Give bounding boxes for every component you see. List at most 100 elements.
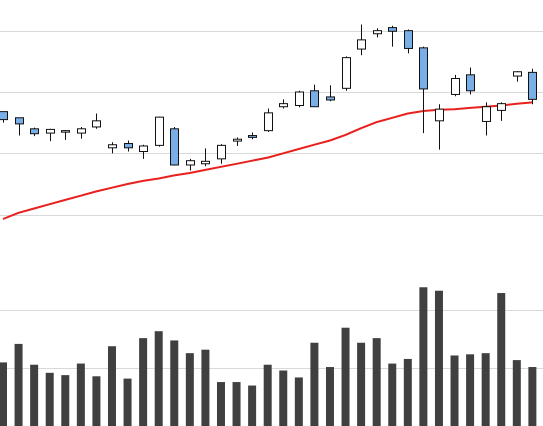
volume-bar xyxy=(185,353,194,426)
volume-bar xyxy=(76,363,85,426)
candle-body-down xyxy=(404,30,413,49)
candle xyxy=(310,84,319,108)
volume-bar xyxy=(30,364,39,426)
candle-body-down xyxy=(248,135,257,138)
volume-bar xyxy=(170,340,179,426)
candle xyxy=(124,140,133,152)
volume-bar xyxy=(310,342,319,426)
candle-body-up xyxy=(357,39,366,50)
candle xyxy=(46,128,55,142)
candle xyxy=(435,104,444,150)
candle xyxy=(233,137,242,146)
volume-bar xyxy=(107,346,116,426)
candle-body-down xyxy=(388,27,397,32)
candle-body-down xyxy=(170,128,179,166)
candle xyxy=(77,126,86,139)
candle-body-up xyxy=(46,128,55,134)
candle xyxy=(264,108,273,132)
volume-bar xyxy=(92,376,101,426)
candle xyxy=(373,28,382,38)
grid-lines xyxy=(0,31,543,369)
candle-body-up xyxy=(482,106,491,122)
candle xyxy=(279,99,288,109)
volume-bar xyxy=(481,353,490,426)
candle-body-up xyxy=(279,103,288,108)
volume-bar xyxy=(263,364,272,426)
candle-body-down xyxy=(15,117,24,125)
candle-body-down xyxy=(310,90,319,108)
candle xyxy=(482,102,491,136)
candle-body-down xyxy=(326,96,335,101)
volume-bar xyxy=(325,367,334,426)
candle xyxy=(0,111,8,123)
volume-bar xyxy=(14,343,23,426)
volume-bar xyxy=(528,367,537,426)
candle xyxy=(326,85,335,102)
candle xyxy=(357,24,366,56)
candle-body-up xyxy=(435,108,444,122)
candle xyxy=(342,56,351,91)
volume-bar xyxy=(279,370,288,426)
volume-bar xyxy=(45,372,54,426)
volume-bar xyxy=(357,342,366,426)
volume-bar xyxy=(372,338,381,426)
candle xyxy=(466,67,475,95)
volume-bar xyxy=(201,349,210,426)
candle-body-up xyxy=(77,128,86,134)
moving-average-layer xyxy=(2,101,533,220)
volume-bar xyxy=(419,287,428,426)
candle-body-up xyxy=(373,30,382,35)
candle xyxy=(61,130,70,140)
candle xyxy=(186,158,195,171)
volume-bar xyxy=(216,382,225,426)
volume-bar xyxy=(248,385,257,426)
candle-body-up xyxy=(186,160,195,166)
candle xyxy=(404,29,413,54)
candle-body-up xyxy=(201,160,210,165)
candle xyxy=(15,117,24,136)
candle xyxy=(155,116,164,147)
candle xyxy=(451,74,460,97)
candle-body-down xyxy=(528,71,537,100)
candle xyxy=(201,148,210,167)
candle xyxy=(30,127,39,137)
volume-bar xyxy=(123,378,132,426)
volume-bar xyxy=(497,293,506,426)
candle-body-down xyxy=(0,111,8,121)
candle-body-up xyxy=(217,144,226,160)
candle-body-up xyxy=(139,145,148,152)
volume-bar xyxy=(388,363,397,426)
moving-average-line xyxy=(2,101,533,220)
candle-body-down xyxy=(466,74,475,92)
candle-body-up xyxy=(61,130,70,133)
volume-panel xyxy=(0,287,537,426)
volume-bar xyxy=(434,290,443,426)
candle xyxy=(108,142,117,154)
candle-body-up xyxy=(497,103,506,111)
volume-bar xyxy=(466,354,475,426)
candle-body-up xyxy=(92,120,101,128)
candle-body-up xyxy=(513,71,522,77)
candle-body-up xyxy=(342,57,351,89)
candle-body-up xyxy=(451,78,460,95)
volume-bar xyxy=(232,382,241,426)
volume-bar xyxy=(0,362,7,426)
candle xyxy=(170,126,179,166)
price-panel xyxy=(0,24,537,171)
candle-body-down xyxy=(419,47,428,90)
candle-body-up xyxy=(264,112,273,132)
volume-bar xyxy=(154,331,163,426)
candle xyxy=(513,71,522,82)
candle xyxy=(419,46,428,134)
volume-bar xyxy=(294,377,303,426)
candle-body-down xyxy=(124,143,133,149)
candle xyxy=(139,144,148,159)
volume-bar xyxy=(341,327,350,426)
candle xyxy=(388,25,397,47)
candle xyxy=(248,132,257,140)
volume-bar xyxy=(403,358,412,426)
candle-body-up xyxy=(155,116,164,146)
volume-bar xyxy=(512,360,521,426)
candle-body-up xyxy=(233,138,242,142)
candle xyxy=(295,90,304,108)
